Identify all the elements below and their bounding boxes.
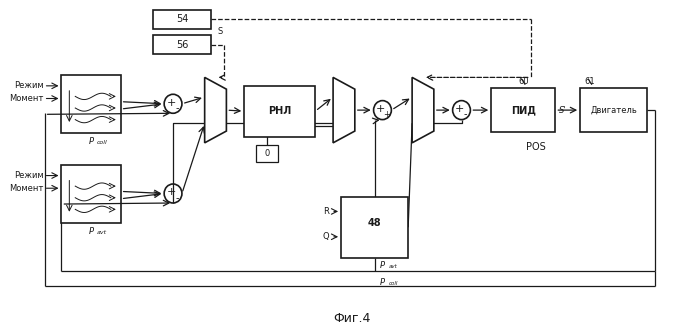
Text: coll: coll [97,140,108,145]
Text: 54: 54 [175,14,188,24]
Bar [256,145,278,162]
Polygon shape [205,78,226,143]
Text: 56: 56 [175,40,188,50]
Text: S': S' [559,106,567,115]
Bar [62,165,121,223]
Text: P: P [89,227,94,236]
Text: coll: coll [389,281,398,286]
Text: +: + [455,104,464,114]
Bar [491,88,556,132]
Text: Q: Q [322,232,329,241]
Bar [62,75,121,133]
Text: 61: 61 [584,77,596,86]
Text: P: P [380,261,385,270]
Text: Двигатель: Двигатель [590,106,637,115]
Text: -: - [463,109,467,119]
Text: 60: 60 [518,77,528,86]
Text: -: - [175,103,179,113]
Text: ПИД: ПИД [511,105,535,115]
Text: 48: 48 [368,218,382,228]
Text: 0: 0 [264,149,270,158]
Text: R: R [323,207,329,216]
Text: +: + [383,110,390,119]
Bar [244,86,315,137]
Bar [580,88,647,132]
Bar [341,197,408,258]
Text: P: P [380,278,385,287]
Polygon shape [333,78,355,143]
Text: P: P [89,137,94,146]
Text: Фиг.4: Фиг.4 [333,312,370,325]
Bar [153,35,210,54]
Text: Момент: Момент [9,184,43,193]
Text: Режим: Режим [14,171,43,180]
Text: РНЛ: РНЛ [268,106,291,116]
Text: avt: avt [97,230,107,235]
Bar [153,10,210,29]
Text: Режим: Режим [14,81,43,90]
Text: +: + [376,104,385,114]
Text: +: + [166,187,175,197]
Text: POS: POS [526,142,545,152]
Text: avt: avt [389,264,397,269]
Polygon shape [412,78,434,143]
Text: -: - [175,193,179,203]
Text: S: S [218,27,223,37]
Text: Момент: Момент [9,94,43,103]
Text: +: + [166,98,175,108]
